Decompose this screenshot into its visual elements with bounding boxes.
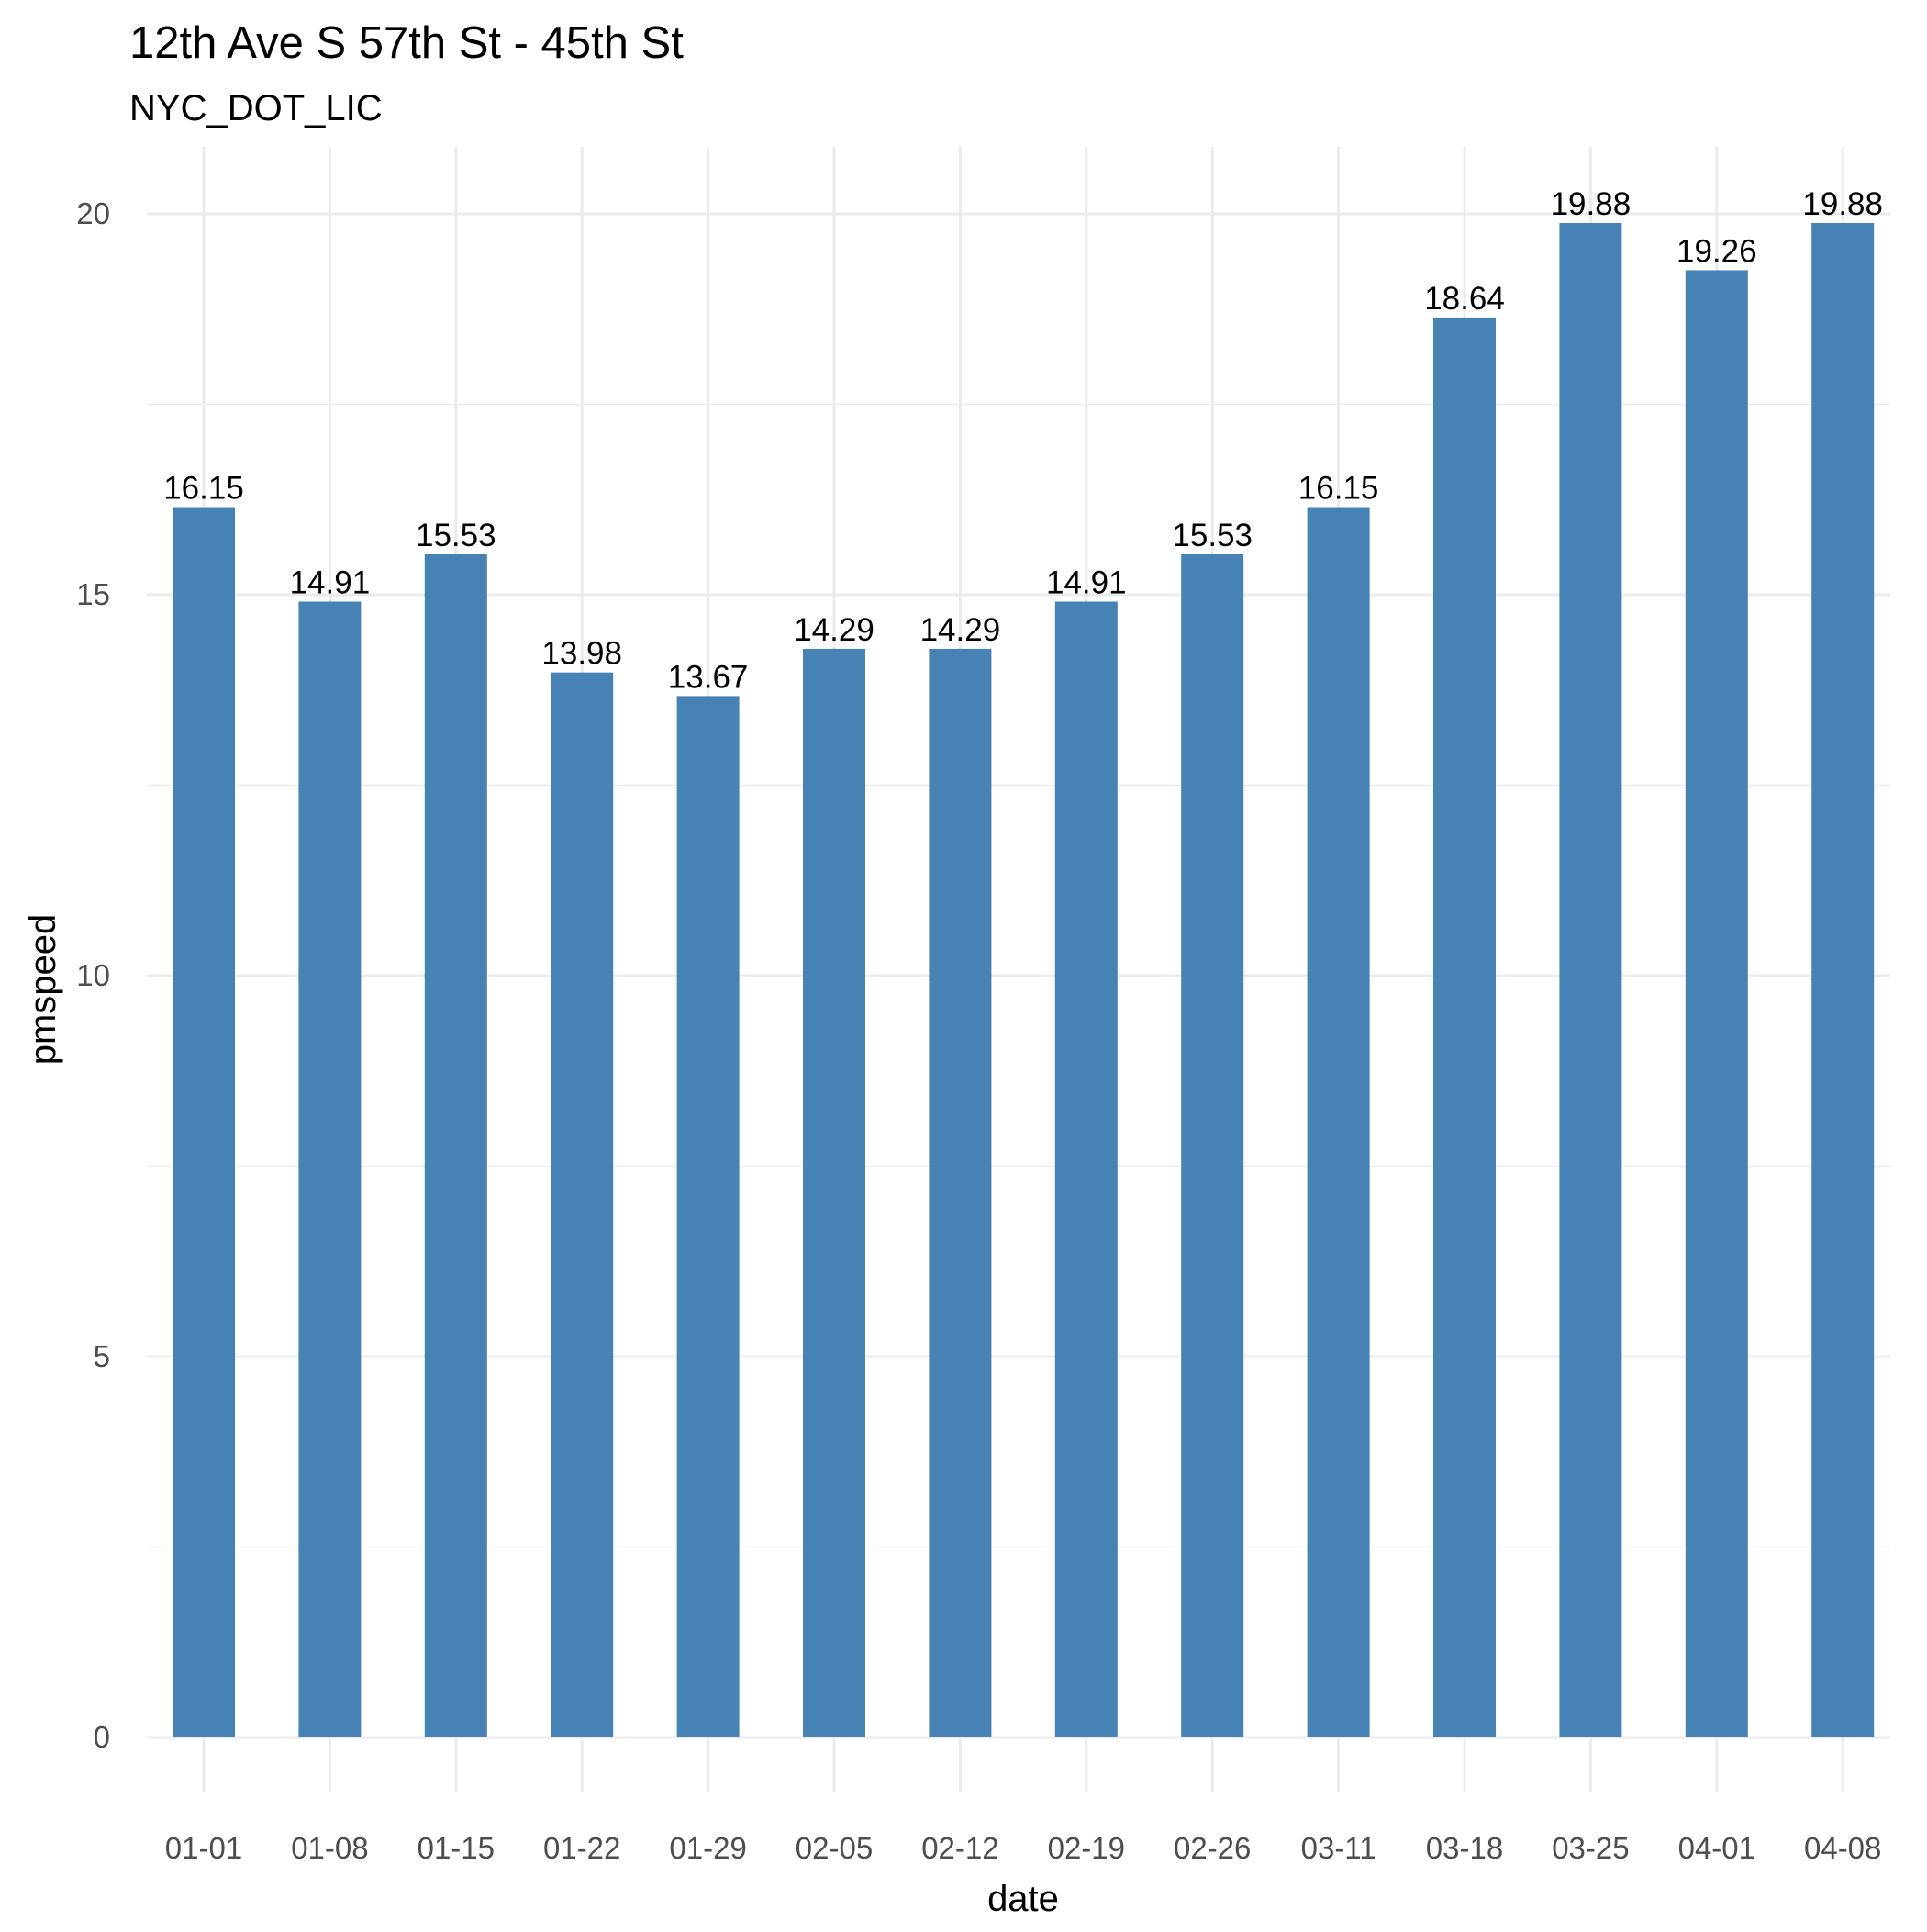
- y-axis-ticks: 0 5 10 15 20: [76, 196, 110, 1754]
- data-label-02-19: 14.91: [1046, 564, 1127, 600]
- bar-03-11: [1307, 507, 1370, 1737]
- x-tick-label: 01-08: [291, 1831, 368, 1865]
- data-label-01-08: 14.91: [290, 564, 371, 600]
- bar-01-15: [424, 554, 487, 1737]
- bars: [173, 222, 1875, 1738]
- bar-01-08: [298, 601, 362, 1737]
- x-tick-label: 01-01: [165, 1831, 242, 1865]
- grid-lines: [147, 147, 1890, 1792]
- bar-01-29: [676, 696, 740, 1737]
- x-tick-label: 04-08: [1804, 1831, 1881, 1865]
- chart-subtitle: NYC_DOT_LIC: [129, 88, 383, 128]
- y-tick-label: 0: [94, 1720, 110, 1754]
- x-tick-label: 04-01: [1678, 1831, 1755, 1865]
- data-label-02-05: 14.29: [794, 612, 874, 648]
- bar-01-22: [551, 672, 614, 1738]
- bar-02-19: [1054, 601, 1118, 1737]
- x-tick-label: 02-26: [1174, 1831, 1251, 1865]
- data-label-04-01: 19.26: [1676, 233, 1757, 269]
- x-tick-label: 03-25: [1552, 1831, 1629, 1865]
- y-tick-label: 15: [76, 577, 110, 611]
- bar-04-08: [1811, 222, 1875, 1738]
- bar-02-26: [1181, 554, 1244, 1737]
- x-axis-ticks: 01-01 01-08 01-15 01-22 01-29 02-05 02-12 02-19…: [165, 1831, 1882, 1865]
- y-tick-label: 10: [76, 958, 110, 992]
- bar-02-05: [803, 648, 865, 1738]
- bar-03-18: [1433, 317, 1496, 1737]
- chart-title: 12th Ave S 57th St - 45th St: [129, 18, 684, 68]
- data-label-03-18: 18.64: [1424, 281, 1505, 317]
- bar-03-25: [1559, 222, 1622, 1738]
- x-tick-label: 01-15: [418, 1831, 495, 1865]
- x-tick-label: 02-19: [1048, 1831, 1125, 1865]
- data-label-03-25: 19.88: [1551, 186, 1632, 222]
- x-tick-label: 01-22: [543, 1831, 620, 1865]
- x-tick-label: 02-05: [796, 1831, 873, 1865]
- data-label-04-08: 19.88: [1802, 186, 1883, 222]
- y-tick-label: 5: [94, 1339, 110, 1373]
- data-label-02-26: 15.53: [1172, 518, 1253, 553]
- data-labels: 16.15 14.91 15.53 13.98 13.67 14.29 14.29 14.91…: [163, 186, 1883, 695]
- bar-02-12: [929, 648, 992, 1738]
- y-tick-label: 20: [76, 196, 110, 230]
- data-label-03-11: 16.15: [1298, 471, 1379, 507]
- y-axis-title: pmspeed: [23, 914, 63, 1066]
- x-tick-label: 03-18: [1426, 1831, 1503, 1865]
- x-tick-label: 02-12: [921, 1831, 998, 1865]
- data-label-01-22: 13.98: [541, 636, 622, 672]
- bar-04-01: [1685, 270, 1748, 1737]
- data-label-01-15: 15.53: [416, 518, 496, 553]
- data-label-01-29: 13.67: [668, 659, 749, 695]
- x-tick-label: 03-11: [1301, 1831, 1376, 1865]
- x-axis-title: date: [987, 1879, 1059, 1919]
- data-label-01-01: 16.15: [163, 471, 244, 507]
- bar-01-01: [173, 507, 235, 1737]
- data-label-02-12: 14.29: [920, 612, 1001, 648]
- x-tick-label: 01-29: [669, 1831, 746, 1865]
